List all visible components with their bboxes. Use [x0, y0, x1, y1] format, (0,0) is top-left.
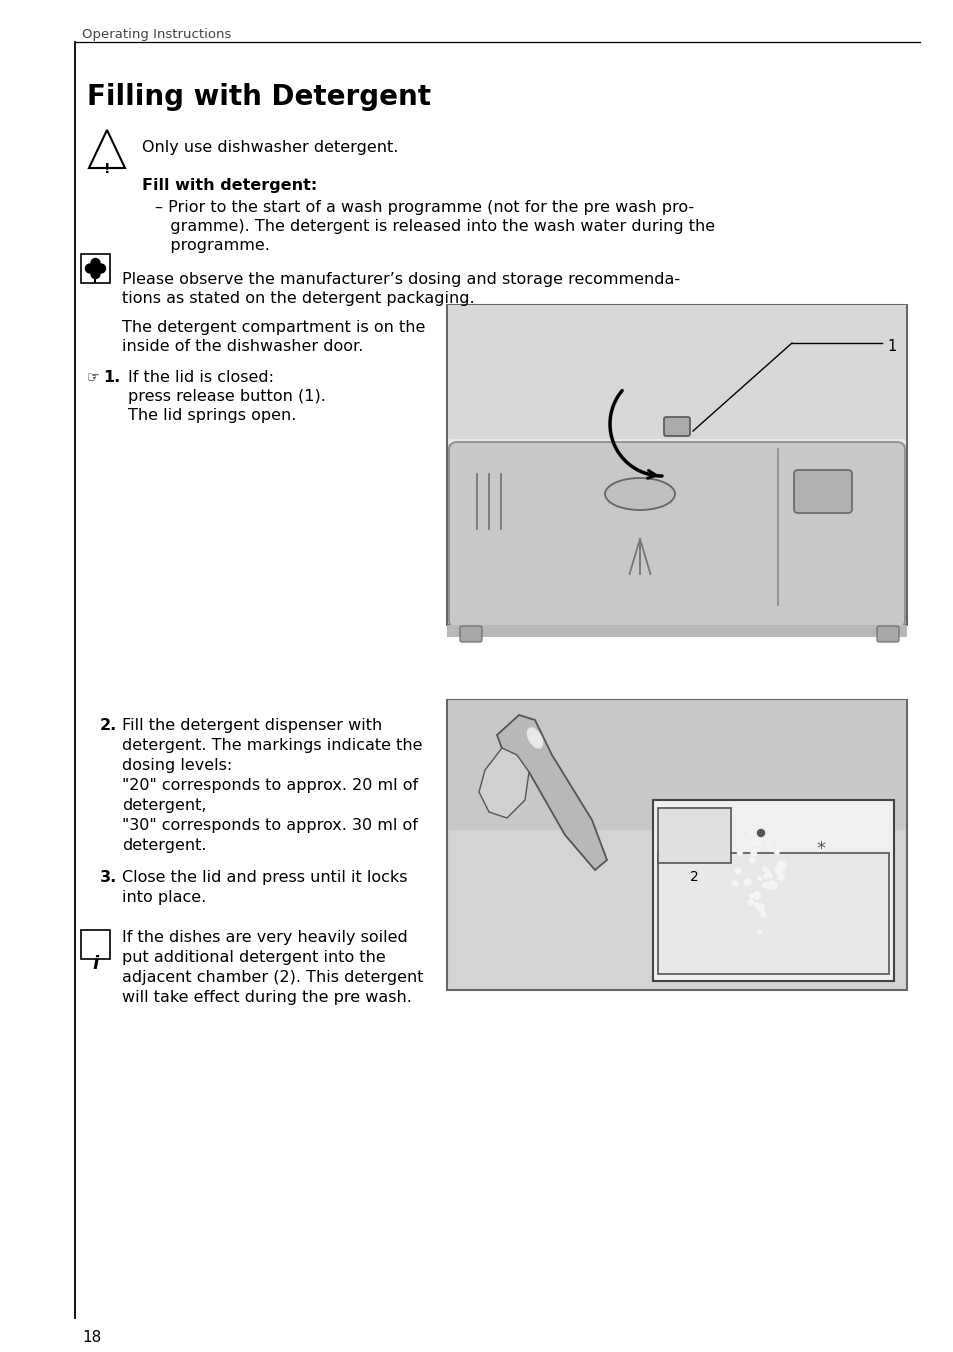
- Text: adjacent chamber (2). This detergent: adjacent chamber (2). This detergent: [122, 969, 423, 986]
- Ellipse shape: [91, 269, 100, 279]
- Text: put additional detergent into the: put additional detergent into the: [122, 950, 385, 965]
- Text: will take effect during the pre wash.: will take effect during the pre wash.: [122, 990, 412, 1005]
- Circle shape: [91, 265, 99, 272]
- Circle shape: [757, 876, 760, 880]
- FancyBboxPatch shape: [81, 254, 110, 283]
- Text: If the lid is closed:: If the lid is closed:: [128, 370, 274, 385]
- Circle shape: [754, 902, 759, 907]
- Polygon shape: [478, 748, 529, 818]
- Text: programme.: programme.: [154, 238, 270, 253]
- FancyBboxPatch shape: [447, 306, 906, 625]
- Text: Close the lid and press until it locks: Close the lid and press until it locks: [122, 869, 407, 886]
- Circle shape: [757, 830, 763, 837]
- Circle shape: [750, 849, 756, 856]
- Ellipse shape: [604, 479, 675, 510]
- Circle shape: [748, 857, 755, 864]
- Text: !: !: [104, 162, 111, 176]
- Circle shape: [762, 873, 767, 879]
- FancyBboxPatch shape: [449, 442, 904, 627]
- FancyBboxPatch shape: [448, 700, 905, 830]
- Text: detergent. The markings indicate the: detergent. The markings indicate the: [122, 738, 422, 753]
- Text: detergent,: detergent,: [122, 798, 206, 813]
- Circle shape: [747, 899, 753, 906]
- Text: The detergent compartment is on the: The detergent compartment is on the: [122, 320, 425, 335]
- FancyBboxPatch shape: [447, 625, 906, 637]
- Text: Fill with detergent:: Fill with detergent:: [142, 178, 317, 193]
- Circle shape: [766, 841, 771, 846]
- Text: inside of the dishwasher door.: inside of the dishwasher door.: [122, 339, 363, 354]
- Circle shape: [748, 894, 753, 898]
- FancyBboxPatch shape: [658, 808, 730, 863]
- Text: Only use dishwasher detergent.: Only use dishwasher detergent.: [142, 141, 398, 155]
- Circle shape: [767, 880, 776, 890]
- FancyBboxPatch shape: [658, 853, 888, 973]
- Circle shape: [777, 861, 785, 871]
- Circle shape: [737, 850, 741, 856]
- Ellipse shape: [96, 264, 106, 273]
- Circle shape: [743, 879, 751, 886]
- Circle shape: [734, 868, 740, 875]
- Text: 2.: 2.: [100, 718, 117, 733]
- Ellipse shape: [527, 727, 542, 748]
- Circle shape: [777, 873, 784, 880]
- Text: 1.: 1.: [103, 370, 120, 385]
- FancyBboxPatch shape: [793, 470, 851, 512]
- Ellipse shape: [86, 264, 94, 273]
- FancyBboxPatch shape: [448, 306, 905, 439]
- Text: i: i: [92, 955, 98, 973]
- FancyBboxPatch shape: [447, 700, 906, 990]
- Circle shape: [757, 903, 764, 911]
- Polygon shape: [497, 715, 606, 869]
- Circle shape: [773, 849, 779, 854]
- Text: Please observe the manufacturer’s dosing and storage recommenda-: Please observe the manufacturer’s dosing…: [122, 272, 679, 287]
- Circle shape: [761, 882, 766, 887]
- Circle shape: [754, 838, 760, 846]
- FancyBboxPatch shape: [876, 626, 898, 642]
- FancyBboxPatch shape: [663, 416, 689, 435]
- Text: "30" corresponds to approx. 30 ml of: "30" corresponds to approx. 30 ml of: [122, 818, 417, 833]
- Circle shape: [767, 873, 772, 879]
- Text: Operating Instructions: Operating Instructions: [82, 28, 232, 41]
- Text: ☞: ☞: [87, 370, 100, 385]
- FancyBboxPatch shape: [652, 800, 893, 982]
- Text: If the dishes are very heavily soiled: If the dishes are very heavily soiled: [122, 930, 407, 945]
- Circle shape: [731, 880, 738, 887]
- Circle shape: [779, 865, 785, 871]
- Text: – Prior to the start of a wash programme (not for the pre wash pro-: – Prior to the start of a wash programme…: [154, 200, 694, 215]
- Circle shape: [751, 838, 759, 846]
- FancyBboxPatch shape: [81, 930, 110, 959]
- Circle shape: [761, 867, 767, 872]
- Text: detergent.: detergent.: [122, 838, 206, 853]
- Circle shape: [752, 891, 760, 899]
- Text: "20" corresponds to approx. 20 ml of: "20" corresponds to approx. 20 ml of: [122, 777, 417, 794]
- Text: 1: 1: [886, 339, 895, 354]
- Circle shape: [765, 871, 770, 875]
- Text: 18: 18: [82, 1330, 101, 1345]
- Text: tions as stated on the detergent packaging.: tions as stated on the detergent packagi…: [122, 291, 475, 306]
- Circle shape: [757, 929, 760, 934]
- FancyBboxPatch shape: [459, 626, 481, 642]
- Text: Filling with Detergent: Filling with Detergent: [87, 82, 431, 111]
- Text: press release button (1).: press release button (1).: [128, 389, 326, 404]
- Ellipse shape: [91, 258, 100, 268]
- Text: 2: 2: [689, 869, 698, 884]
- Circle shape: [763, 882, 770, 888]
- Text: Fill the detergent dispenser with: Fill the detergent dispenser with: [122, 718, 382, 733]
- Circle shape: [749, 830, 755, 836]
- Text: *: *: [816, 840, 824, 859]
- Text: 3.: 3.: [100, 869, 117, 886]
- Circle shape: [774, 865, 782, 875]
- Text: dosing levels:: dosing levels:: [122, 758, 232, 773]
- Text: The lid springs open.: The lid springs open.: [128, 408, 296, 423]
- Circle shape: [760, 911, 765, 918]
- Text: gramme). The detergent is released into the wash water during the: gramme). The detergent is released into …: [154, 219, 715, 234]
- FancyBboxPatch shape: [448, 443, 905, 625]
- Text: into place.: into place.: [122, 890, 206, 904]
